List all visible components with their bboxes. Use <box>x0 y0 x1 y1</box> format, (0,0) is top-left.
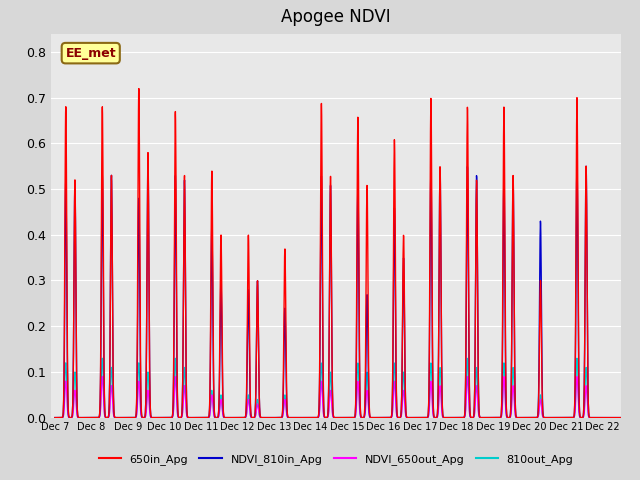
Text: EE_met: EE_met <box>65 47 116 60</box>
Title: Apogee NDVI: Apogee NDVI <box>281 9 391 26</box>
Legend: 650in_Apg, NDVI_810in_Apg, NDVI_650out_Apg, 810out_Apg: 650in_Apg, NDVI_810in_Apg, NDVI_650out_A… <box>94 450 578 469</box>
